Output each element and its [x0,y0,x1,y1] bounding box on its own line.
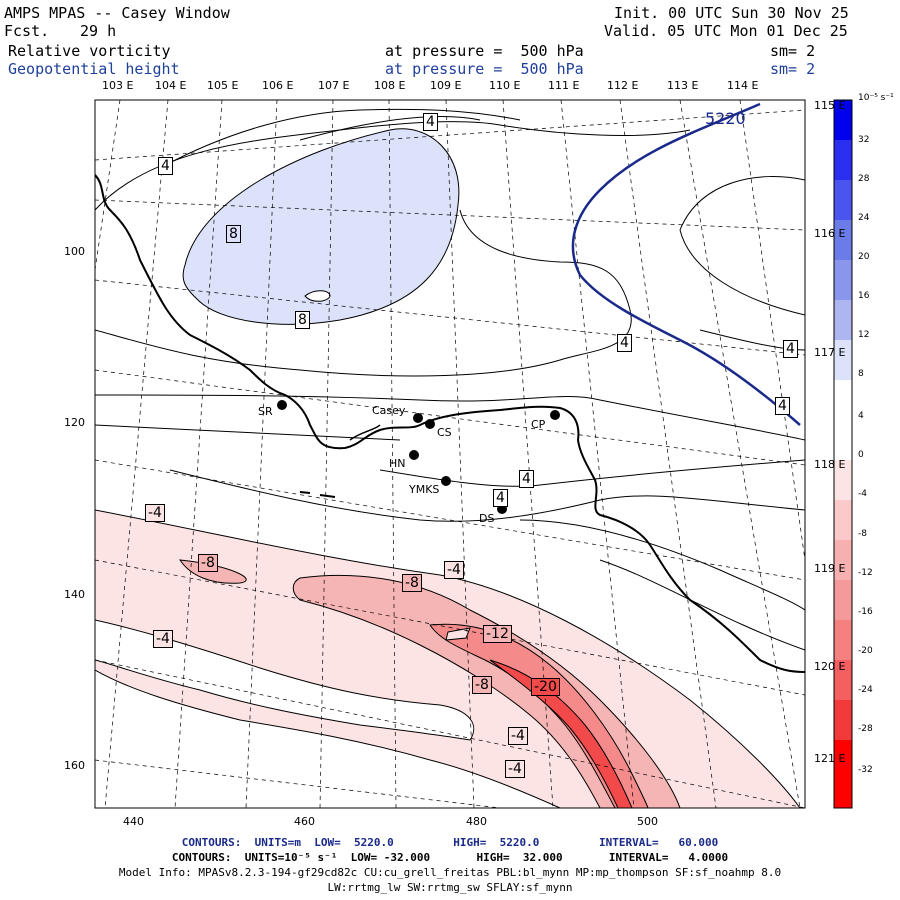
colorbar-label: -24 [858,685,873,695]
colorbar-label: -12 [858,568,873,578]
right-lon-label: 118 E [814,458,846,471]
right-lon-label: 116 E [814,227,846,240]
vorticity-positive-area [182,128,460,325]
station-label: SR [258,405,273,418]
y-tick-label: 120 [64,416,85,429]
top-lon-label: 112 E [607,79,639,92]
forecast-hour: 29 h [80,22,117,40]
colorbar-label: 4 [858,411,864,421]
pressure-vorticity: at pressure = 500 hPa [385,42,584,60]
colorbar-label: -28 [858,724,873,734]
contour-label: -8 [198,554,218,572]
contour-label: -4 [145,504,165,522]
contour-label: 4 [423,113,438,131]
init-time: Init. 00 UTC Sun 30 Nov 25 [614,4,849,22]
x-tick-label: 460 [294,815,315,828]
right-lon-label: 115 E [814,99,846,112]
top-lon-label: 106 E [262,79,294,92]
top-lon-label: 104 E [155,79,187,92]
top-lon-label: 108 E [374,79,406,92]
station-cp-marker [550,410,560,420]
x-tick-label: 480 [466,815,487,828]
right-lon-label: 120 E [814,660,846,673]
pressure-geopotential: at pressure = 500 hPa [385,60,584,78]
contour-label: -4 [153,630,173,648]
field-geopotential: Geopotential height [8,60,180,78]
station-label: DS [479,512,495,525]
contour-label: -4 [505,760,525,778]
colorbar-label: -8 [858,529,867,539]
contour-label: 8 [226,225,241,243]
station-label: Casey [372,404,406,417]
smoothing-geopotential: sm= 2 [770,60,816,78]
top-lon-label: 110 E [489,79,521,92]
colorbar-label: -4 [858,489,867,499]
field-vorticity: Relative vorticity [8,42,171,60]
right-lon-label: 121 E [814,752,846,765]
contour-label: -20 [531,678,560,696]
colorbar-unit: 10⁻⁵ s⁻¹ [858,93,894,103]
contour-label: 4 [617,334,632,352]
x-tick-label: 440 [123,815,144,828]
top-lon-label: 109 E [430,79,462,92]
contour-label: -8 [472,676,492,694]
colorbar [833,99,853,809]
footer-model-info: Model Info: MPASv8.2.3-194-gf29cd82c CU:… [118,866,782,879]
contour-label: 4 [493,489,508,507]
y-tick-label: 160 [64,759,85,772]
y-tick-label: 140 [64,588,85,601]
station-hn-marker [409,450,419,460]
contour-label: 8 [295,311,310,329]
station-label: CS [437,426,452,439]
contour-label: -12 [483,625,512,643]
colorbar-label: -20 [858,646,873,656]
station-casey-marker [413,413,423,423]
colorbar-label: 0 [858,450,864,460]
contour-label: 4 [158,157,173,175]
colorbar-label: 16 [858,291,870,301]
station-ymks-marker [441,476,451,486]
contour-label: -4 [508,727,528,745]
forecast-label: Fcst. [4,22,50,40]
chart-title: AMPS MPAS -- Casey Window [4,4,230,22]
contour-label: -8 [402,574,422,592]
smoothing-vorticity: sm= 2 [770,42,816,60]
top-lon-label: 105 E [207,79,239,92]
colorbar-label: 32 [858,135,870,145]
footer-vorticity-contours: CONTOURS: UNITS=10⁻⁵ s⁻¹ LOW= -32.000 HI… [171,851,729,864]
top-lon-label: 114 E [727,79,759,92]
station-cs-marker [425,419,435,429]
coastline [95,174,805,673]
geopotential-contour-label: 5220 [705,109,746,128]
station-label: YMKS [409,483,440,496]
y-tick-label: 100 [64,245,85,258]
right-lon-label: 119 E [814,562,846,575]
contour-label: 4 [775,397,790,415]
station-sr-marker [277,400,287,410]
top-lon-label: 107 E [318,79,350,92]
colorbar-label: 24 [858,213,870,223]
contour-label: 4 [783,340,798,358]
colorbar-label: 12 [858,330,870,340]
station-label: HN [389,457,406,470]
colorbar-label: 28 [858,174,870,184]
x-tick-label: 500 [637,815,658,828]
plot-frame [94,99,806,809]
top-lon-label: 113 E [667,79,699,92]
geopotential-5220-contour [571,102,801,426]
contour-label: -4 [444,561,464,579]
colorbar-label: -32 [858,765,873,775]
colorbar-label: 20 [858,252,870,262]
colorbar-label: -16 [858,607,873,617]
footer-geopotential-contours: CONTOURS: UNITS=m LOW= 5220.0 HIGH= 5220… [181,836,719,849]
top-lon-label: 111 E [548,79,580,92]
contour-label: 4 [519,470,534,488]
colorbar-label: 8 [858,369,864,379]
valid-time: Valid. 05 UTC Mon 01 Dec 25 [604,22,848,40]
right-lon-label: 117 E [814,346,846,359]
station-label: CP [531,418,546,431]
footer-physics-info: LW:rrtmg_lw SW:rrtmg_sw SFLAY:sf_mynn [327,881,573,894]
top-lon-label: 103 E [102,79,134,92]
